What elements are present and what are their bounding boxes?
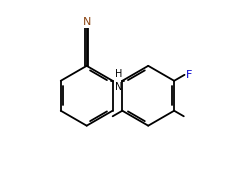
Text: N: N [82,17,91,27]
Text: N: N [115,82,122,92]
Text: H: H [115,69,122,79]
Text: F: F [186,70,193,80]
